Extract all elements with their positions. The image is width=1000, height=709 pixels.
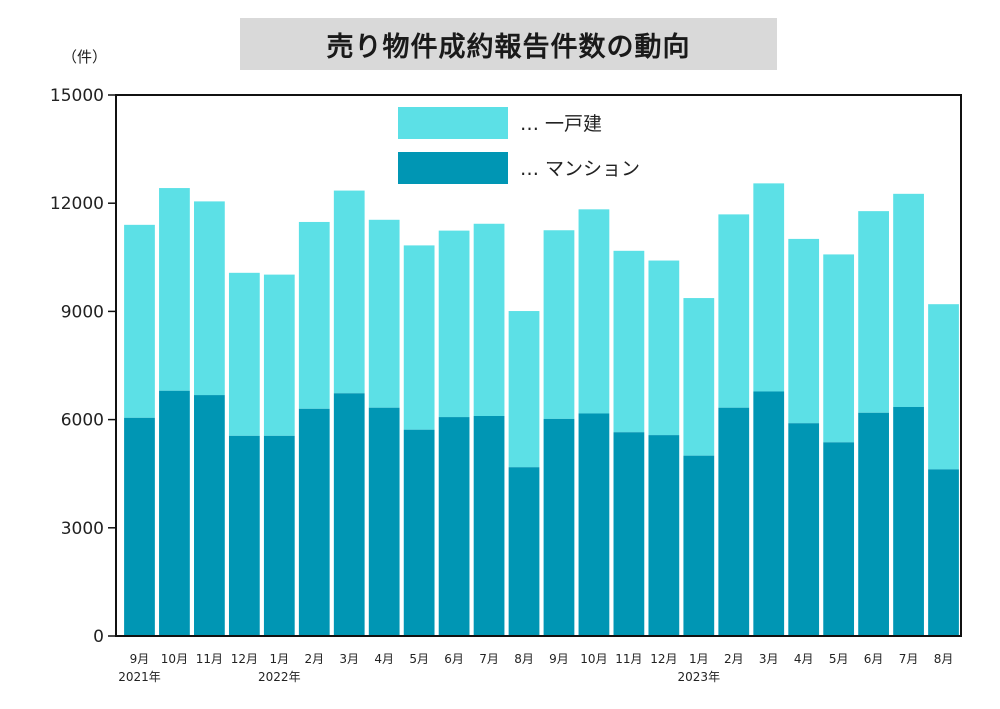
x-tick-label: 2月 — [304, 652, 324, 666]
y-tick-label: 9000 — [61, 302, 104, 322]
legend-label-mansion: … マンション — [520, 158, 640, 180]
x-tick-label: 11月 — [196, 652, 223, 666]
x-tick-label: 11月 — [615, 652, 642, 666]
legend-swatch-mansion — [398, 152, 508, 184]
x-axis-labels: 9月 10月 11月 12月 1月 2月 3月 4月 5月 6月 7月 8月 9月 10月 11月 12月 1月… — [118, 652, 953, 684]
bars-group — [124, 183, 959, 636]
bar-mansion — [858, 412, 889, 636]
y-tick-label: 3000 — [61, 519, 104, 539]
x-tick-label: 10月 — [161, 652, 188, 666]
x-tick-label: 3月 — [759, 652, 779, 666]
bar-mansion — [578, 413, 610, 636]
x-tick-label: 2月 — [724, 652, 744, 666]
bar-mansion — [648, 435, 680, 636]
bar-mansion — [263, 435, 295, 636]
bar-kodate — [753, 183, 785, 392]
chart-title: 売り物件成約報告件数の動向 — [326, 31, 691, 63]
bar-kodate — [263, 274, 295, 436]
legend-label-kodate: … 一戸建 — [520, 113, 602, 135]
bar-mansion — [333, 393, 365, 636]
bar-mansion — [543, 418, 575, 636]
x-tick-label: 4月 — [374, 652, 394, 666]
bar-mansion — [928, 469, 959, 636]
bar-mansion — [508, 467, 540, 636]
year-label: 2022年 — [258, 670, 301, 684]
x-tick-label: 5月 — [829, 652, 849, 666]
plot-frame — [115, 94, 962, 637]
legend-swatch-kodate — [398, 107, 508, 139]
bar-mansion — [613, 432, 645, 636]
bar-kodate — [368, 219, 400, 408]
x-tick-label: 8月 — [514, 652, 534, 666]
bar-kodate — [683, 298, 715, 456]
bar-kodate — [298, 221, 330, 409]
x-tick-label: 1月 — [689, 652, 709, 666]
bar-kodate — [718, 214, 750, 408]
bar-kodate — [228, 272, 260, 436]
year-label: 2021年 — [118, 670, 161, 684]
bar-mansion — [368, 407, 400, 636]
bar-mansion — [753, 391, 785, 636]
x-tick-label: 9月 — [549, 652, 569, 666]
bar-kodate — [858, 211, 889, 413]
x-tick-label: 4月 — [794, 652, 814, 666]
x-tick-label: 10月 — [580, 652, 607, 666]
bar-kodate — [613, 250, 645, 433]
chart-title-box: 売り物件成約報告件数の動向 — [240, 18, 777, 70]
bar-mansion — [893, 406, 924, 636]
bar-kodate — [333, 190, 365, 394]
x-tick-label: 12月 — [650, 652, 677, 666]
x-tick-label: 9月 — [130, 652, 150, 666]
bar-kodate — [578, 209, 610, 414]
y-tick-label: 6000 — [61, 411, 104, 431]
y-tick-label: 12000 — [50, 194, 104, 214]
bar-kodate — [648, 260, 680, 436]
bar-mansion — [438, 417, 470, 636]
bar-mansion — [718, 407, 750, 636]
legend: … 一戸建 … マンション — [398, 107, 640, 184]
x-tick-label: 1月 — [269, 652, 289, 666]
bar-kodate — [473, 223, 505, 416]
y-axis-ticks: 0 3000 6000 9000 12000 15000 — [50, 86, 116, 647]
bar-mansion — [298, 408, 330, 636]
bar-kodate — [508, 311, 540, 468]
bar-mansion — [473, 415, 505, 636]
x-tick-label: 3月 — [339, 652, 359, 666]
bar-kodate — [788, 238, 820, 424]
bar-mansion — [683, 455, 715, 636]
bar-kodate — [928, 304, 959, 470]
y-tick-label: 15000 — [50, 86, 104, 106]
bar-kodate — [124, 224, 155, 418]
bar-kodate — [823, 254, 855, 443]
bar-kodate — [543, 230, 575, 419]
bar-mansion — [228, 435, 260, 636]
y-tick-label: 0 — [93, 627, 104, 647]
bar-mansion — [194, 395, 225, 636]
bar-kodate — [403, 245, 435, 430]
bar-kodate — [159, 188, 190, 391]
bar-kodate — [438, 230, 470, 418]
bar-kodate — [194, 201, 225, 396]
y-axis-unit-label: （件） — [62, 48, 108, 66]
bar-mansion — [403, 429, 435, 636]
x-tick-label: 7月 — [899, 652, 919, 666]
x-tick-label: 8月 — [934, 652, 954, 666]
bar-mansion — [788, 423, 820, 636]
x-tick-label: 12月 — [231, 652, 258, 666]
bar-kodate — [893, 193, 924, 407]
x-tick-label: 7月 — [479, 652, 499, 666]
x-tick-label: 5月 — [409, 652, 429, 666]
bar-mansion — [124, 417, 155, 636]
x-tick-label: 6月 — [444, 652, 464, 666]
year-label: 2023年 — [678, 670, 721, 684]
bar-mansion — [159, 390, 190, 636]
bar-mansion — [823, 442, 855, 636]
x-tick-label: 6月 — [864, 652, 884, 666]
